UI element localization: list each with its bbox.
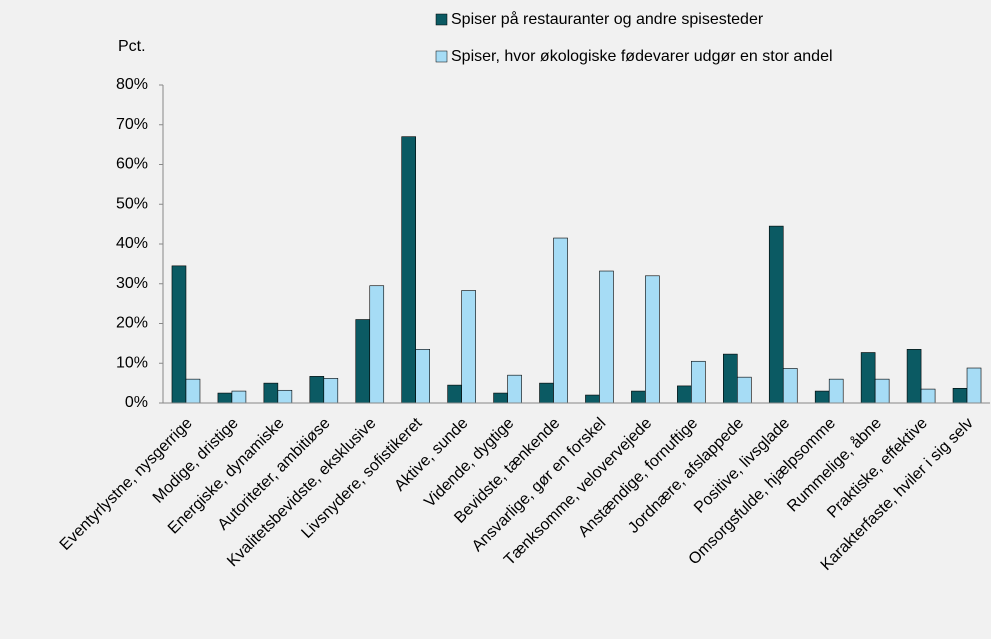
bar [369,285,385,404]
legend-label: Spiser på restauranter og andre spiseste… [451,10,764,28]
bar [415,349,430,404]
bar [171,265,187,404]
y-tick-label: 70% [116,116,148,133]
bar [599,270,614,404]
y-tick-label: 20% [116,315,148,332]
bar [860,352,876,404]
bar [691,360,706,404]
bar [447,384,462,404]
bar [231,390,247,404]
bar [782,368,798,404]
bar [277,389,293,404]
y-tick-label: 80% [116,76,148,93]
bar [723,353,738,404]
bar [906,349,922,404]
y-tick-label: 40% [116,235,148,252]
bar [309,376,325,404]
y-axis-label: Pct. [118,38,146,55]
bar [323,378,339,404]
bar [263,382,279,404]
x-tick-label: Modige, dristige [150,415,242,507]
bar [493,392,508,404]
legend-swatch [435,13,448,26]
bar [966,367,982,404]
y-tick-label: 60% [116,156,148,173]
bar [631,390,646,404]
bar [920,388,936,404]
bar [874,378,890,404]
bar [355,319,371,404]
bar [585,394,600,404]
y-tick-label: 30% [116,275,148,292]
bar [539,382,554,404]
bar [677,385,692,404]
bar [185,378,201,404]
bar [737,376,752,404]
bar [553,237,568,404]
y-tick-label: 0% [125,394,148,411]
legend-swatch [435,50,448,63]
bar [768,225,784,404]
bar [828,378,844,404]
bar [952,387,968,404]
legend-label: Spiser, hvor økologiske fødevarer udgør … [451,48,833,65]
bar [461,290,476,404]
y-tick-label: 50% [116,195,148,212]
bar [217,392,233,404]
bar [645,275,660,404]
bar [814,390,830,404]
y-tick-label: 10% [116,354,148,371]
bar [507,374,522,404]
bar [401,136,416,404]
